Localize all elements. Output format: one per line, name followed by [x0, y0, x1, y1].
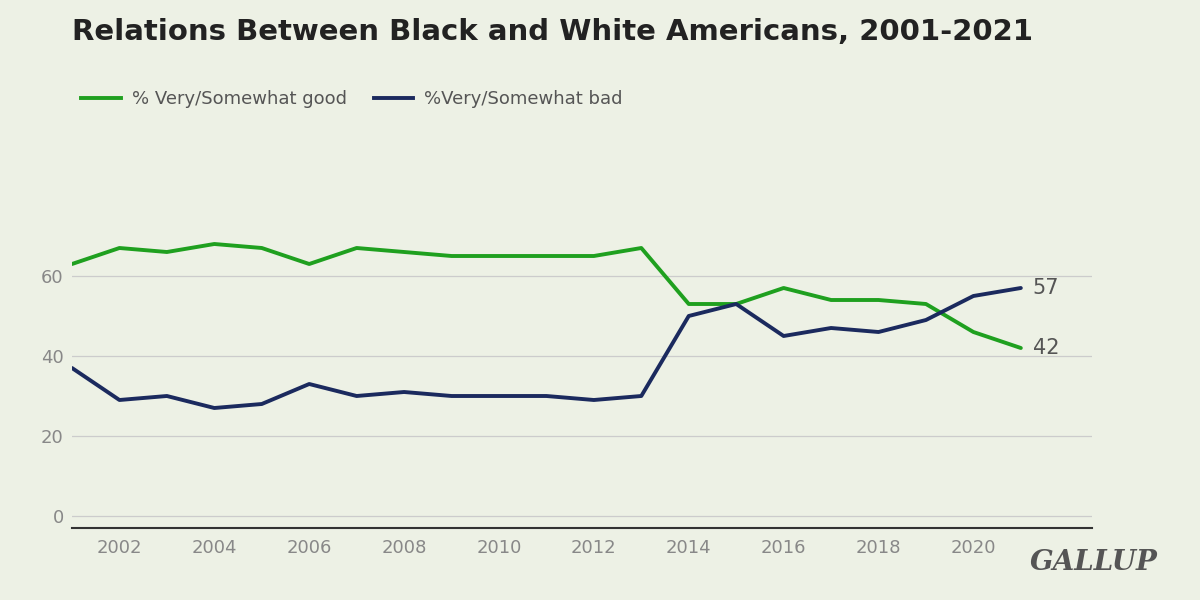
Text: 42: 42	[1033, 338, 1060, 358]
Legend: % Very/Somewhat good, %Very/Somewhat bad: % Very/Somewhat good, %Very/Somewhat bad	[82, 90, 623, 108]
Text: Relations Between Black and White Americans, 2001-2021: Relations Between Black and White Americ…	[72, 18, 1033, 46]
Text: 57: 57	[1033, 278, 1060, 298]
Text: GALLUP: GALLUP	[1030, 549, 1158, 576]
